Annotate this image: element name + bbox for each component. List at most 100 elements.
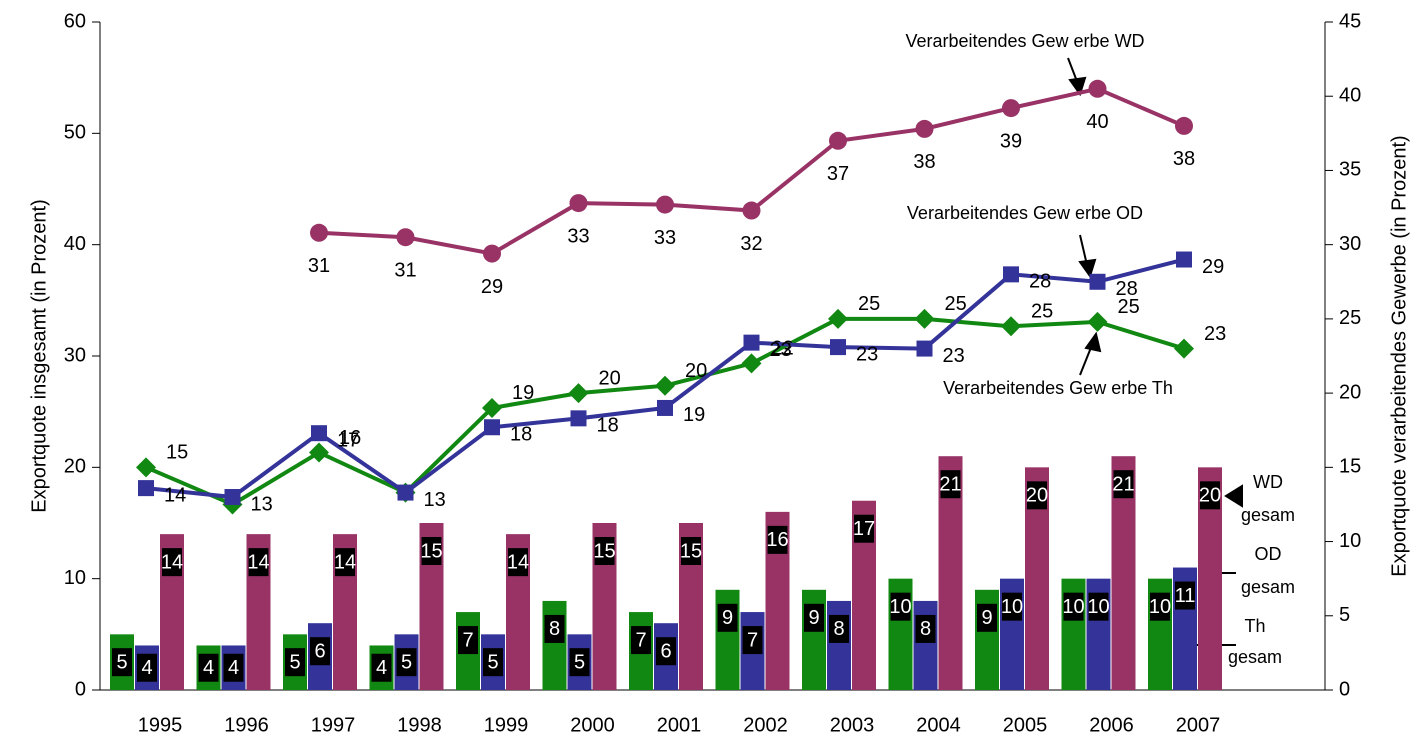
data-label: 25 — [1118, 296, 1140, 318]
data-label: 28 — [1116, 278, 1138, 300]
legend-label-line: OD — [1255, 544, 1282, 564]
bar-label: 11 — [1175, 585, 1196, 607]
legend-label: Verarbeitendes Gew erbe OD — [907, 203, 1143, 223]
y2-axis-title: Exportquote verarbeitendes Gewerbe (in P… — [1388, 135, 1410, 576]
marker — [830, 339, 846, 356]
legend-label: Th gesam — [1228, 616, 1282, 667]
bar-label: 21 — [1112, 473, 1134, 495]
bar-label-box — [940, 470, 961, 499]
bar-label: 8 — [549, 618, 560, 640]
x-tick-label: 1995 — [138, 714, 183, 736]
data-label: 25 — [858, 293, 880, 315]
bar-label: 4 — [203, 657, 214, 679]
bar-label: 15 — [593, 540, 615, 562]
marker — [1089, 273, 1106, 290]
marker — [1001, 316, 1021, 337]
bar-label-box — [1175, 581, 1195, 610]
data-label: 33 — [567, 225, 589, 247]
marker — [829, 131, 847, 150]
bar-label: 5 — [116, 651, 127, 673]
marker — [1174, 338, 1194, 359]
bar-label-box — [742, 626, 763, 655]
marker — [916, 340, 933, 357]
bar-label-box — [310, 637, 330, 666]
bar-label: 7 — [462, 629, 473, 651]
bar-label: 21 — [939, 473, 961, 495]
bar-label-box — [717, 603, 738, 632]
marker — [655, 375, 675, 396]
bar-label-box — [569, 648, 590, 677]
x-tick-label: 1998 — [397, 714, 442, 736]
bar-label-box — [681, 537, 701, 565]
legend-label-line: gesam — [1241, 577, 1295, 597]
y2-tick-label: 10 — [1339, 530, 1361, 552]
x-tick-label: 2000 — [570, 714, 615, 736]
bar-label-box — [1063, 592, 1084, 621]
bar-label-box — [483, 648, 503, 677]
bar-label: 14 — [161, 551, 183, 573]
y2-tick-label: 0 — [1339, 678, 1350, 700]
marker — [309, 442, 329, 463]
bar-label-box — [594, 537, 615, 565]
bar-label: 14 — [507, 551, 529, 573]
bar-label-box — [421, 537, 442, 565]
data-label: 40 — [1086, 111, 1108, 133]
bar-label-box — [829, 614, 849, 643]
bar-label-box — [890, 592, 911, 621]
y2-tick-label: 35 — [1339, 159, 1361, 181]
marker — [1087, 311, 1108, 332]
data-label: 20 — [685, 360, 707, 382]
legend-label-line: Th — [1244, 616, 1265, 636]
bar-label-box — [248, 548, 269, 577]
marker — [1175, 116, 1193, 135]
bar-label: 14 — [247, 551, 269, 573]
marker — [1088, 79, 1107, 98]
bar-label-box — [112, 648, 132, 677]
data-label: 39 — [1000, 130, 1022, 152]
bar-label-box — [198, 653, 219, 682]
bar-label: 9 — [808, 607, 819, 629]
marker — [310, 223, 328, 242]
bar-label-box — [1200, 481, 1220, 510]
marker — [915, 119, 934, 138]
marker — [656, 195, 674, 214]
x-tick-label: 2005 — [1003, 714, 1048, 736]
bar-label: 7 — [747, 629, 758, 651]
data-label: 23 — [856, 343, 878, 365]
data-label: 23 — [943, 345, 965, 367]
data-label: 15 — [166, 442, 188, 464]
bar-label-box — [915, 614, 936, 643]
bar-label: 6 — [314, 640, 325, 662]
legend-label: Verarbeitendes Gew erbe WD — [905, 31, 1144, 51]
y-tick-label: 40 — [64, 233, 86, 255]
x-tick-label: 1997 — [311, 714, 356, 736]
y2-tick-label: 30 — [1339, 233, 1361, 255]
line — [318, 86, 1185, 256]
legend-label-line: gesam — [1241, 505, 1295, 525]
bar-label: 4 — [228, 657, 239, 679]
bar-label: 7 — [635, 629, 646, 651]
marker — [570, 410, 587, 427]
bar-label-box — [162, 548, 182, 577]
y2-tick-label: 5 — [1339, 604, 1350, 626]
bar — [827, 600, 851, 690]
data-label: 29 — [1202, 256, 1224, 278]
marker — [742, 201, 761, 220]
bar-label-box — [458, 626, 478, 655]
bar-label-box — [137, 653, 157, 682]
data-label: 19 — [683, 404, 705, 426]
y2-tick-label: 20 — [1339, 381, 1361, 403]
x-tick-label: 1999 — [484, 714, 529, 736]
marker — [1176, 251, 1192, 268]
bar-label: 20 — [1026, 485, 1048, 507]
bar-label-box — [223, 653, 244, 682]
data-label: 29 — [481, 276, 503, 298]
bar-label-box — [767, 525, 788, 554]
data-label: 31 — [308, 255, 330, 277]
data-label: 31 — [394, 260, 416, 282]
x-tick-label: 2002 — [743, 714, 788, 736]
bar-label: 15 — [420, 540, 442, 562]
data-label: 13 — [251, 493, 273, 515]
data-label: 33 — [654, 227, 676, 249]
